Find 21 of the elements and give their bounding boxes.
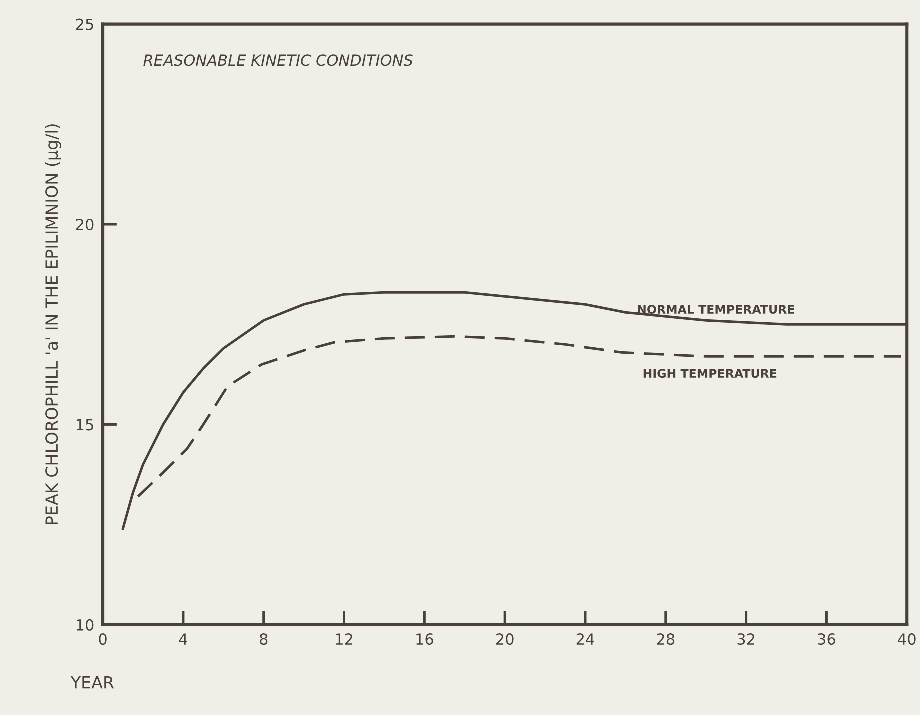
y-tick-label: 10 bbox=[76, 619, 94, 631]
y-axis-title: PEAK CHLOROPHILL 'a' IN THE EPILIMNION (μg/l) bbox=[45, 124, 62, 524]
y-tick-label: 25 bbox=[76, 18, 94, 30]
x-tick-label: 32 bbox=[738, 634, 754, 646]
x-tick-label: 24 bbox=[576, 634, 594, 645]
x-axis-title: YEAR bbox=[70, 676, 114, 689]
x-tick-label: 20 bbox=[496, 634, 514, 646]
x-tick-label: 4 bbox=[179, 634, 188, 645]
line-series bbox=[136, 335, 902, 498]
x-tick-label: 8 bbox=[260, 634, 268, 646]
series-label: HIGH TEMPERATURE bbox=[644, 369, 777, 378]
y-tick-label: 20 bbox=[76, 218, 94, 231]
x-tick-label: 12 bbox=[336, 634, 352, 645]
annotation: REASONABLE KINETIC CONDITIONS bbox=[144, 54, 413, 66]
y-tick-label: 15 bbox=[76, 419, 94, 431]
series-label: NORMAL TEMPERATURE bbox=[638, 305, 794, 314]
x-tick-label: 16 bbox=[416, 634, 434, 646]
x-tick-label: 40 bbox=[898, 634, 916, 646]
x-tick-label: 28 bbox=[657, 634, 675, 646]
x-tick-label: 0 bbox=[99, 634, 107, 646]
x-tick-label: 36 bbox=[818, 634, 836, 646]
